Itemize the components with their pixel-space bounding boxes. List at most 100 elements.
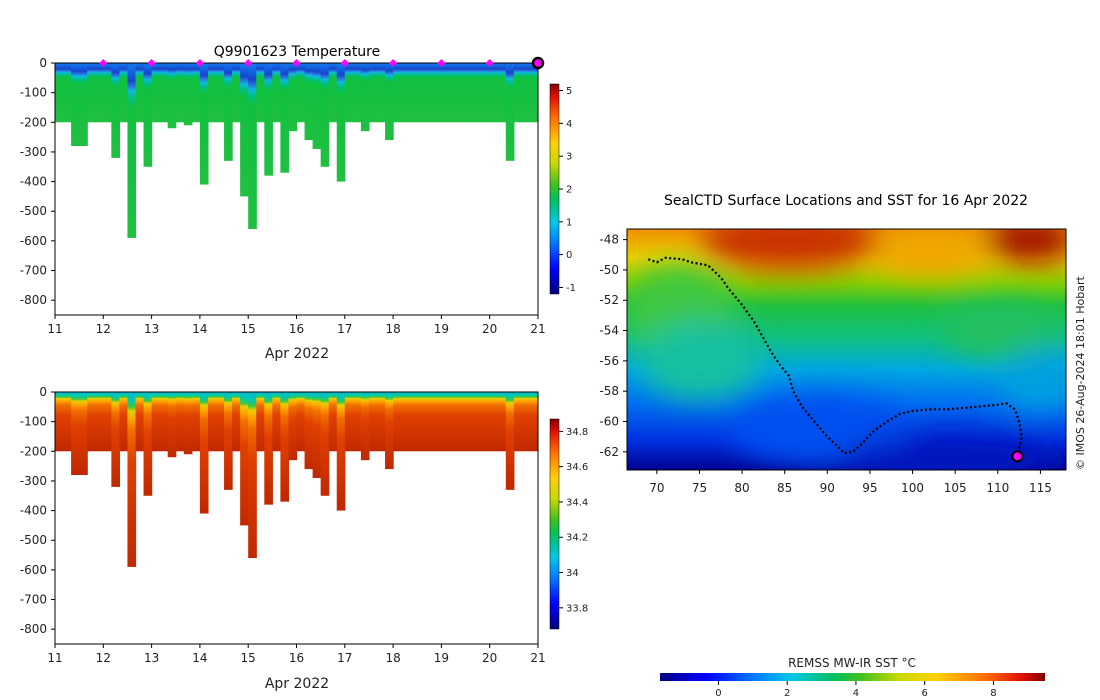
map-current-position-marker (1011, 450, 1024, 463)
profile-column (63, 392, 72, 452)
profile-column (216, 392, 225, 452)
y-tick-label: -100 (20, 415, 47, 429)
profile-column (127, 63, 137, 238)
profile-column (288, 63, 298, 132)
profile-column (505, 392, 515, 490)
x-tick-label: 15 (241, 651, 256, 665)
map-x-tick-label: 75 (692, 481, 707, 495)
map-y-axis: -48 -50 -52 -54 -56 -58 -60 -62 (599, 233, 627, 459)
x-tick-label: 16 (289, 651, 304, 665)
profile-column (449, 63, 459, 123)
profile-column (433, 392, 442, 452)
profile-column (135, 63, 145, 123)
profile-column (87, 63, 96, 123)
profile-column (63, 63, 72, 123)
x-tick-label: 13 (144, 651, 159, 665)
map-y-tick-label: -50 (599, 263, 619, 277)
profile-column (336, 63, 346, 182)
profile-column (248, 63, 257, 230)
y-tick-label: -200 (20, 115, 47, 129)
profile-column (159, 63, 169, 123)
profile-column (296, 63, 306, 123)
temperature-panel: Q9901623 Temperature 0 -100 -200 -300 -400 -5… (20, 44, 576, 362)
profile-column (441, 392, 451, 452)
x-tick-label: 17 (337, 322, 352, 336)
temperature-title: Q9901623 Temperature (214, 44, 381, 60)
map-x-tick-label: 85 (777, 481, 792, 495)
imos-credit: © IMOS 26-Aug-2024 18:01 Hobart (1074, 276, 1087, 470)
colorbar-tick-label: 33.8 (566, 603, 588, 614)
surface-marker (340, 59, 349, 67)
sst-colorbar-tick-label: 8 (990, 688, 996, 699)
y-tick-label: -100 (20, 86, 47, 100)
profile-column (119, 392, 129, 452)
x-tick-label: 17 (337, 651, 352, 665)
x-tick-label: 16 (289, 322, 304, 336)
x-tick-label: 21 (530, 651, 545, 665)
sst-colorbar-ticks: 0 2 4 6 8 (715, 681, 997, 699)
profile-column (71, 392, 80, 476)
profile-column (368, 63, 378, 123)
salinity-x-label: Apr 2022 (265, 676, 329, 692)
x-tick-label: 15 (241, 322, 256, 336)
sst-colorbar (660, 673, 1045, 681)
surface-marker (292, 59, 301, 67)
colorbar-tick-label: 34.4 (566, 497, 588, 508)
sst-colorbar-tick-label: 2 (784, 688, 790, 699)
profile-column (449, 392, 459, 452)
profile-column (95, 63, 104, 123)
surface-marker (485, 59, 494, 67)
x-tick-label: 14 (192, 651, 207, 665)
sst-colorbar-tick-label: 6 (922, 688, 928, 699)
profile-column (385, 63, 394, 141)
profile-column (457, 392, 467, 452)
profile-column (191, 63, 201, 123)
surface-marker (389, 59, 398, 67)
profile-column (497, 392, 507, 452)
x-tick-label: 18 (385, 651, 400, 665)
profile-column (143, 63, 153, 167)
temperature-x-axis: 11 12 13 14 15 16 17 18 19 20 21 (47, 315, 546, 336)
x-tick-label: 19 (434, 322, 449, 336)
sst-colorbar-tick-label: 0 (715, 688, 721, 699)
profile-column (521, 392, 531, 452)
temperature-y-axis: 0 -100 -200 -300 -400 -500 -600 -700 -800 (20, 56, 55, 307)
profile-column (280, 392, 290, 502)
profile-column (377, 392, 386, 452)
profile-column (320, 63, 330, 167)
map-y-tick-label: -62 (599, 445, 619, 459)
temperature-profiles (55, 63, 538, 238)
colorbar-tick-label: 34.8 (566, 427, 588, 438)
profile-column (87, 392, 96, 452)
profile-column (312, 63, 322, 149)
map-x-tick-label: 110 (986, 481, 1009, 495)
y-tick-label: -400 (20, 175, 47, 189)
surface-marker (244, 59, 253, 67)
profile-column (216, 63, 225, 123)
profile-column (344, 392, 354, 452)
profile-column (199, 392, 209, 514)
profile-column (481, 63, 491, 123)
map-x-axis: 70 75 80 85 90 95 100 105 110 115 (649, 470, 1052, 495)
colorbar-tick-label: 0 (566, 250, 572, 261)
y-tick-label: -400 (20, 504, 47, 518)
profile-column (513, 392, 523, 452)
profile-column (328, 63, 338, 123)
map-y-tick-label: -48 (599, 233, 619, 247)
profile-column (489, 63, 499, 123)
profile-column (143, 392, 153, 496)
profile-column (441, 63, 451, 123)
profile-column (401, 63, 410, 123)
profile-column (119, 63, 129, 123)
profile-column (183, 392, 193, 455)
y-tick-label: -300 (20, 145, 47, 159)
map-x-tick-label: 115 (1029, 481, 1052, 495)
profile-column (232, 392, 241, 452)
profile-column (296, 392, 306, 452)
temperature-colorbar-ticks: -1 0 1 2 3 4 5 (559, 86, 576, 294)
profile-column (288, 392, 298, 461)
profile-column (473, 63, 483, 123)
y-tick-label: -500 (20, 204, 47, 218)
y-tick-label: -700 (20, 264, 47, 278)
